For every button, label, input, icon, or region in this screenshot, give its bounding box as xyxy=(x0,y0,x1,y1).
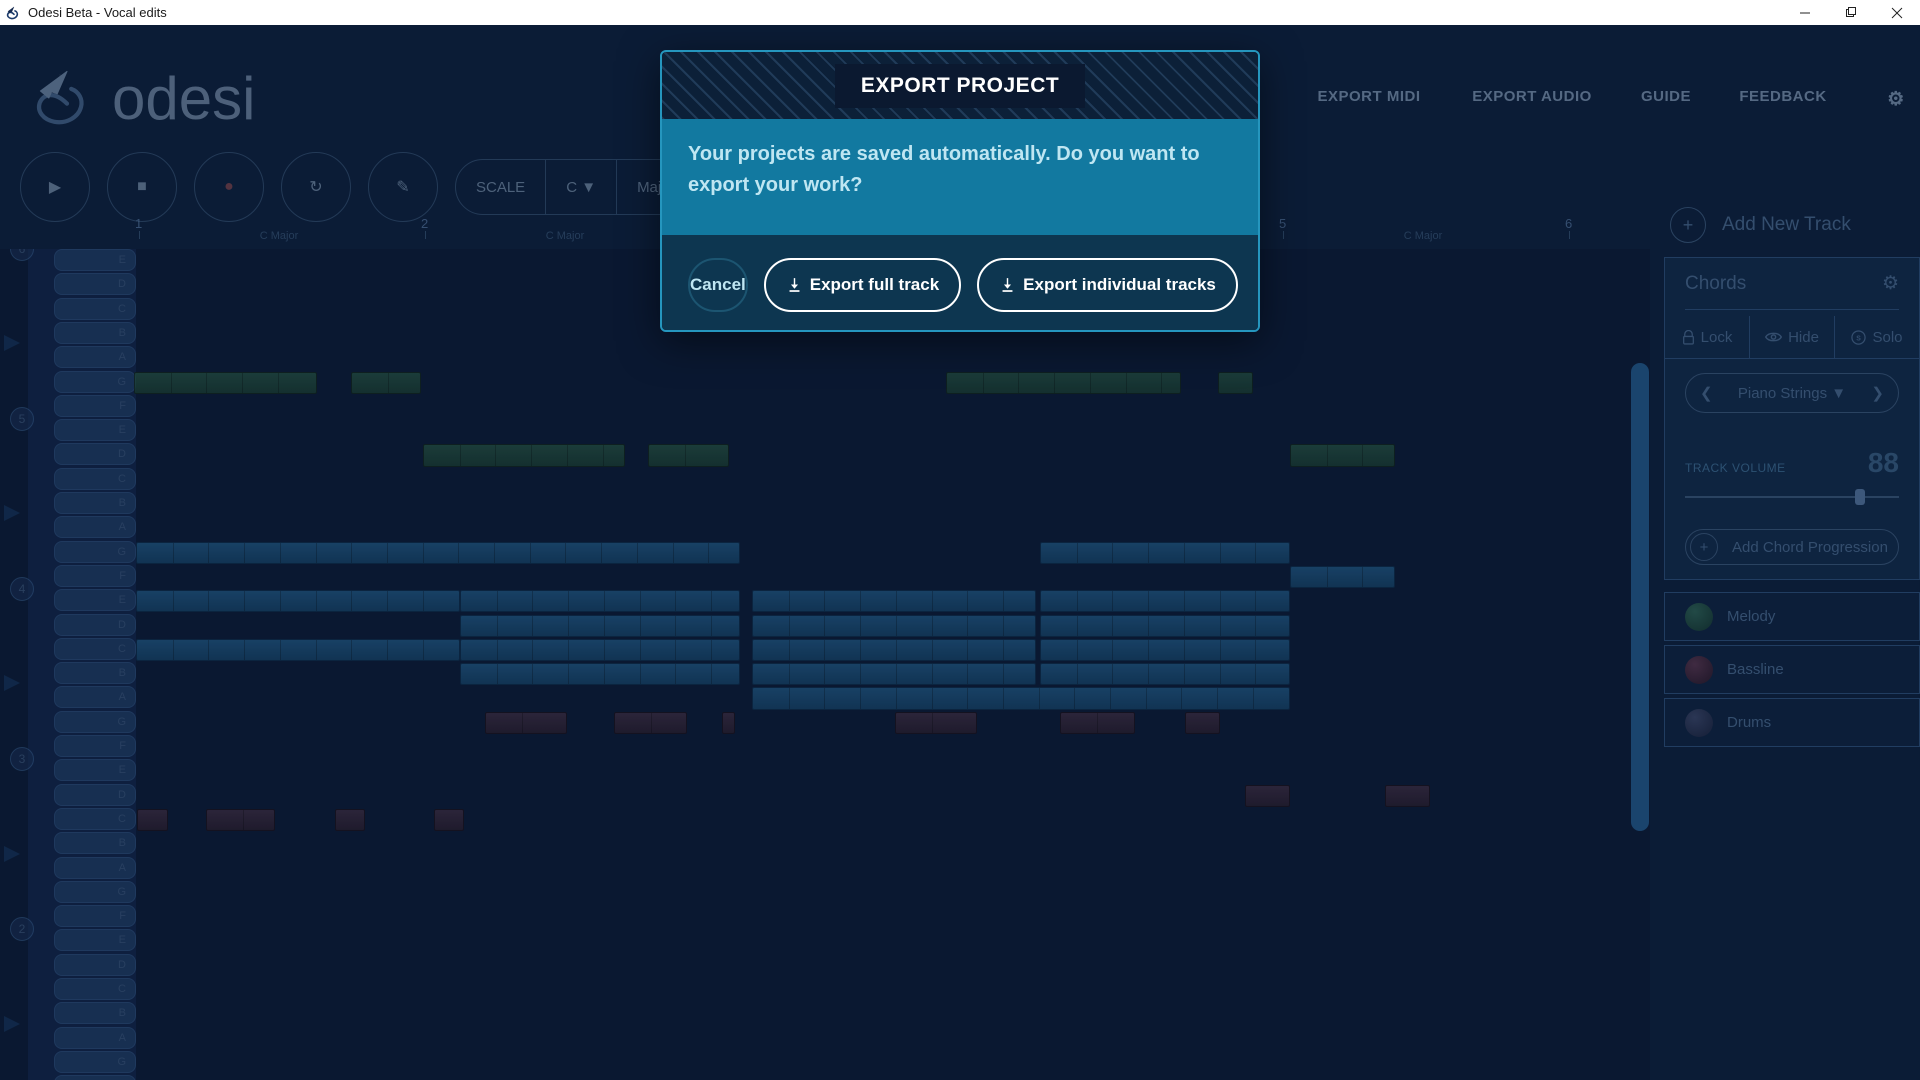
svg-text:S: S xyxy=(1857,335,1862,342)
